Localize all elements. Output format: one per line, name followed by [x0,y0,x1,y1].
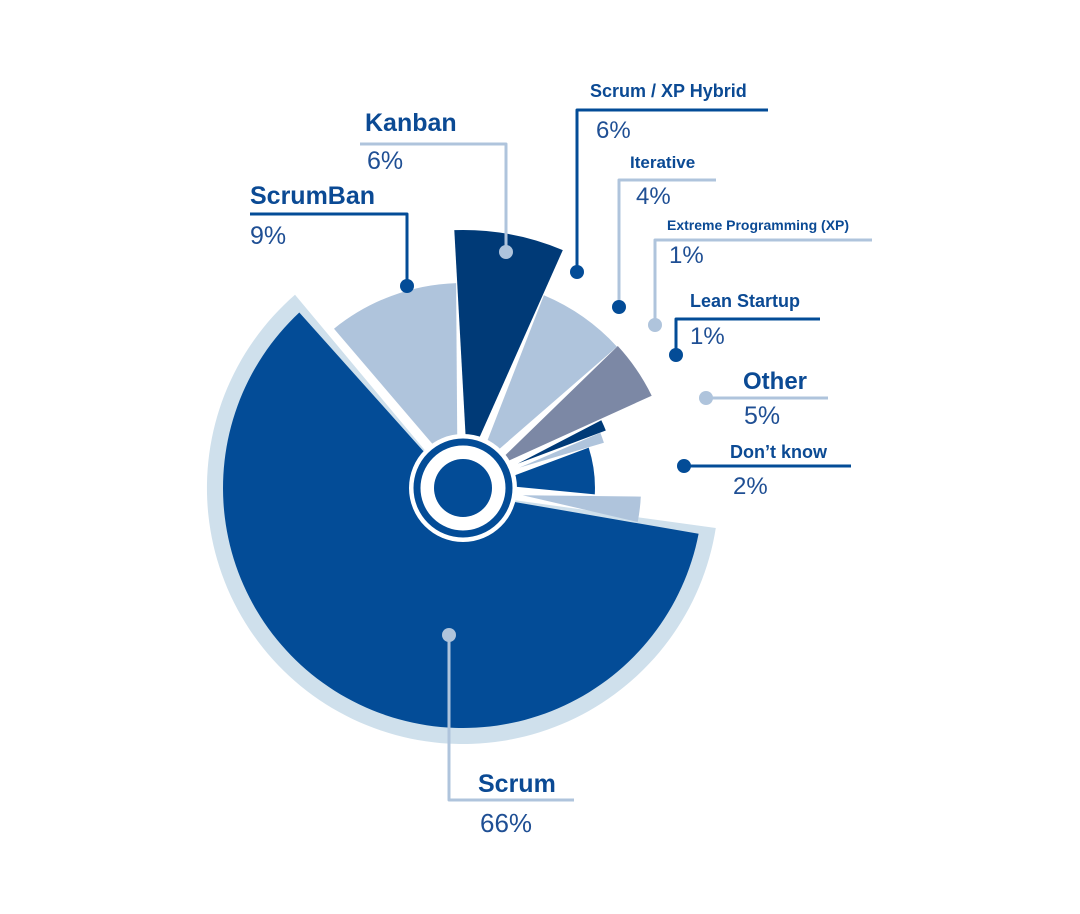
slice-other [490,447,595,495]
leader-dot-lean-startup [669,348,683,362]
label-scrum: Scrum [478,770,556,798]
label-don-t-know: Don’t know [730,442,828,462]
value-don-t-know: 2% [733,473,768,500]
leader-dot-scrum-xp-hybrid [570,265,584,279]
hub-dot [434,459,492,517]
labels: Scrum 66% ScrumBan 9% Kanban 6% Scrum / XP Hyb… [250,81,849,838]
leader-dot-scrumban [400,279,414,293]
center-hub [409,434,517,542]
slice-extreme-programming-xp [517,420,606,464]
leader-dot-iterative [612,300,626,314]
label-extreme-programming-xp: Extreme Programming (XP) [667,217,849,233]
leader-dot-scrum [442,628,456,642]
leader-line-scrum-xp-hybrid [575,108,768,272]
leader-dot-extreme-programming-xp [648,318,662,332]
label-iterative: Iterative [630,153,695,172]
label-other: Other [743,368,807,395]
value-lean-startup: 1% [690,323,725,350]
slice-scrum-xp-hybrid [476,295,617,469]
value-scrumban: 9% [250,222,286,250]
leader-line-extreme-programming-xp [653,238,872,325]
label-scrumban: ScrumBan [250,182,375,210]
label-lean-startup: Lean Startup [690,291,800,311]
leader-line-lean-startup [674,317,820,355]
leader-lines [250,108,872,802]
leader-line-iterative [617,178,716,307]
leader-line-scrum [447,635,574,802]
value-scrum: 66% [480,808,532,838]
leader-line-kanban [360,142,508,252]
value-other: 5% [744,402,780,430]
value-kanban: 6% [367,147,403,175]
slice-scrumban [334,283,458,474]
value-extreme-programming-xp: 1% [669,242,704,269]
value-scrum-xp-hybrid: 6% [596,117,631,144]
label-scrum-xp-hybrid: Scrum / XP Hybrid [590,81,747,101]
slice-kanban [454,229,563,465]
label-kanban: Kanban [365,109,457,137]
value-iterative: 4% [636,183,671,210]
leader-line-scrumban [250,212,409,286]
leader-dot-kanban [499,245,513,259]
leader-dot-don-t-know [677,459,691,473]
hub-ring [413,438,513,538]
slice-iterative [491,346,652,469]
slice-don-t-know [522,495,641,522]
slice-lean-startup [519,432,604,468]
leader-dot-other [699,391,713,405]
